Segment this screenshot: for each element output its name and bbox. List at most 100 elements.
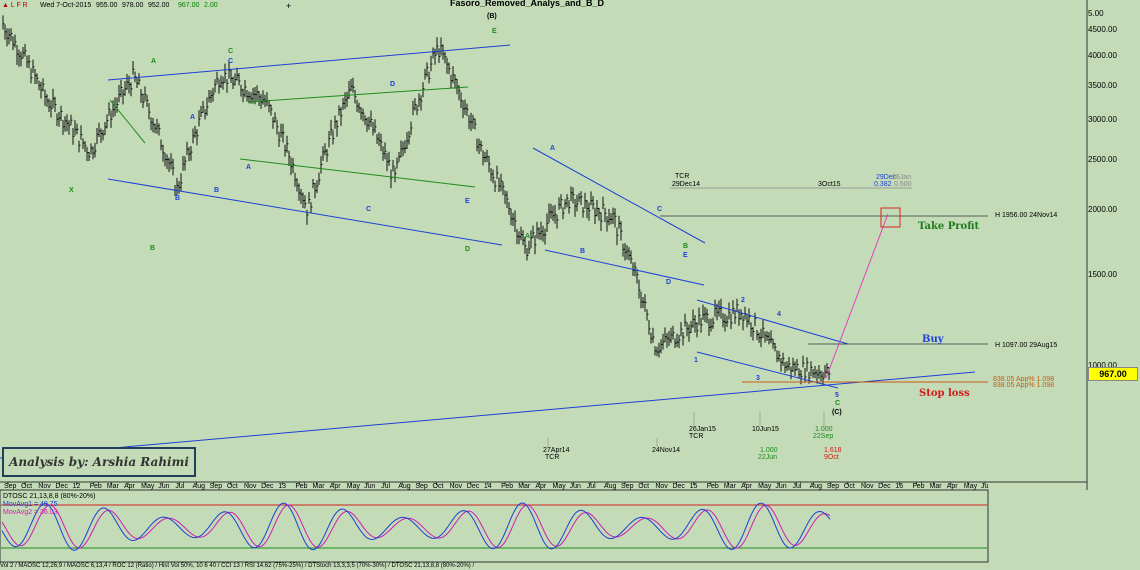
time-axis-label: Sep [415, 483, 428, 490]
date-label: 26Jan15 [689, 426, 716, 433]
crosshair-button[interactable]: + [286, 1, 292, 11]
time-axis-label: Jun [158, 483, 170, 490]
price-label: 1500.00 [1088, 270, 1117, 279]
wave-label: B [175, 195, 181, 202]
price-label: 4500.00 [1088, 25, 1117, 34]
take-profit-label: Take Profit [918, 221, 980, 232]
wave-label: X [69, 187, 74, 194]
time-axis-label: Oct [226, 483, 238, 490]
time-axis-label: Jun [775, 483, 787, 490]
time-axis-label: Oct [432, 483, 444, 490]
quote-change: 2.00 [204, 2, 218, 9]
time-axis-label: 16 [895, 483, 904, 490]
time-axis-label: 14 [483, 483, 492, 490]
channel-lower-line [107, 178, 503, 246]
wave-label: A [151, 58, 157, 65]
fib-ratio: 0.382 [874, 181, 892, 188]
oscillator-ma1: MovAvg1 = 49.75 [3, 501, 58, 508]
date-label: 3Oct15 [818, 181, 841, 188]
channel-upper-line [532, 147, 706, 244]
quote-date: Wed 7-Oct-2015 [40, 2, 92, 9]
time-axis-label: Dec [466, 483, 480, 490]
time-axis-label: 15 [689, 483, 698, 490]
time-axis-label: Oct [21, 483, 33, 490]
wave-label: 3 [756, 375, 760, 382]
time-axis-label: Dec [55, 483, 68, 490]
price-label: 3000.00 [1088, 115, 1117, 124]
wave-label: B [580, 248, 586, 255]
time-axis-label: Apr [535, 483, 547, 490]
date-label: 27Apr14 [543, 447, 570, 454]
time-axis-label: Apr [741, 483, 752, 490]
time-axis-label: Feb [89, 483, 102, 490]
time-axis-label: Oct [638, 483, 650, 490]
channel-upper-line [107, 44, 511, 81]
price-label: 3500.00 [1088, 81, 1117, 90]
h-1097-label: H 1097.00 29Aug15 [995, 342, 1058, 349]
date-label: 29Dec14 [672, 181, 701, 188]
date-label: 24Nov14 [652, 447, 681, 454]
wave-label: 2 [741, 297, 745, 304]
wave-label: C [228, 48, 234, 55]
wave-label: D [465, 246, 471, 253]
date-label: 22Sep [813, 433, 834, 440]
take-profit-box [880, 207, 901, 228]
fib-level-label: 838.05 App% 1.098 [993, 376, 1055, 383]
time-axis-label: May [552, 483, 566, 490]
time-axis-label: Apr [329, 483, 341, 490]
wave-label: 5 [835, 392, 839, 399]
price-label: 5.00 [1088, 9, 1104, 18]
wave-label: C [835, 400, 841, 407]
analysis-credit: Analysis by: Arshia Rahimi [2, 447, 196, 477]
time-axis-label: Mar [106, 483, 119, 490]
long-trend-line [0, 371, 976, 459]
channel-lower-line [544, 249, 705, 286]
wave-label: B [214, 187, 220, 194]
oscillator-ma2: MovAvg2 = 36.03 [3, 509, 58, 516]
price-label: 1000.00 [1088, 361, 1117, 370]
channel-upper-line [696, 299, 849, 345]
time-axis-label: Sep [826, 483, 840, 490]
stop-loss-label: Stop loss [919, 388, 970, 399]
tcr-label: TCR [689, 433, 704, 440]
time-axis-label: Apr [946, 483, 958, 490]
oscillator-ma1-line [1, 502, 831, 551]
time-axis-label: Ju [981, 483, 989, 490]
symbol-tags[interactable]: ▲ L F R [2, 2, 28, 9]
channel-lower-line [239, 158, 476, 188]
fib-level-label: 838.05 App% 1.098 [993, 382, 1055, 389]
fib-ratio: 1.000 [815, 426, 833, 433]
time-axis-label: Dec [261, 483, 274, 490]
h-1956-label: H 1956.00 24Nov14 [995, 212, 1058, 219]
price-label: 2500.00 [1088, 155, 1117, 164]
time-axis-label: Mar [929, 483, 942, 490]
fib-ratio: 0.500 [894, 181, 912, 188]
time-axis-label: Dec [878, 483, 891, 490]
wave-label: A [190, 114, 196, 121]
quote-high: 978.00 [122, 2, 144, 9]
date-label: 9Oct [824, 454, 839, 461]
time-axis-label: Aug [809, 483, 823, 490]
time-axis-label: Jul [175, 483, 185, 490]
wave-label: C [228, 58, 234, 65]
wave-label: C [366, 206, 372, 213]
indicator-tabs[interactable]: Vol 2 / MAOSC 12,26,9 / MAOSC 6,13,4 / R… [0, 563, 475, 569]
time-axis-label: Oct [843, 483, 855, 490]
time-axis-label: Sep [4, 483, 17, 490]
date-label: 26Jan [892, 174, 912, 181]
time-axis-label: Apr [123, 483, 135, 490]
time-axis-label: Jun [363, 483, 376, 490]
tcr-label: TCR [545, 454, 560, 461]
oscillator-legend: DTOSC 21,13,8,8 (80%-20%) MovAvg1 = 49.7… [3, 493, 95, 517]
wave-label: E [492, 28, 497, 35]
time-axis-label: May [963, 483, 978, 490]
chart-title: Fasoro_Removed_Analys_and_B_D [450, 0, 605, 8]
time-axis-label: Mar [312, 483, 325, 490]
wave-label: (C) [832, 409, 842, 416]
time-axis-label: Nov [861, 483, 874, 490]
time-axis-label: Jul [586, 483, 596, 490]
time-axis-label: Sep [209, 483, 223, 490]
time-axis-label: Feb [501, 483, 514, 490]
wave-label: E [465, 198, 470, 205]
